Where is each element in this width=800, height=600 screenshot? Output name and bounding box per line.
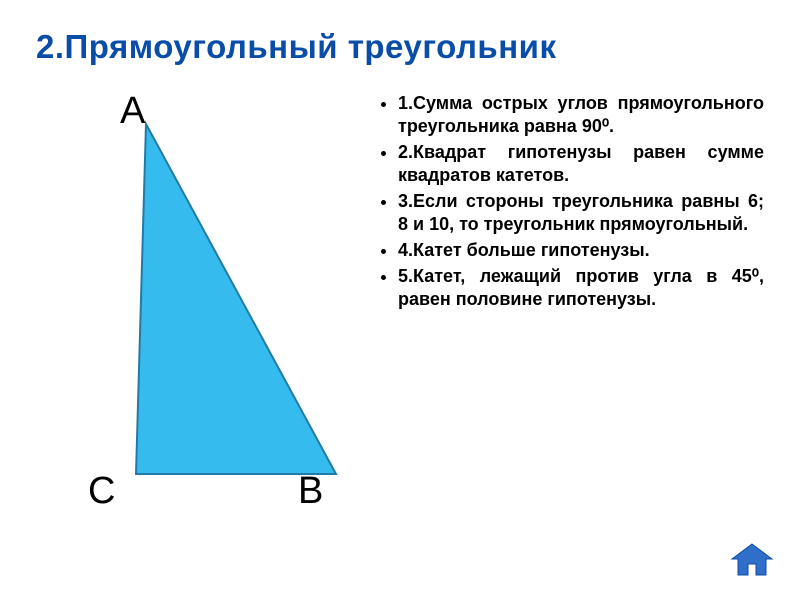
bullet-list: 1.Сумма острых углов прямоугольного треу… xyxy=(366,84,764,534)
bullet-ul: 1.Сумма острых углов прямоугольного треу… xyxy=(378,92,764,311)
home-icon xyxy=(730,542,774,578)
bullet-item: 1.Сумма острых углов прямоугольного треу… xyxy=(398,92,764,138)
triangle-figure: А С В xyxy=(36,84,366,534)
slide: 2.Прямоугольный треугольник А С В 1.Сумм… xyxy=(0,0,800,600)
home-button[interactable] xyxy=(730,542,774,578)
vertex-label-b: В xyxy=(298,470,323,513)
bullet-item: 3.Если стороны треугольника равны 6; 8 и… xyxy=(398,190,764,236)
bullet-item: 2.Квадрат гипотенузы равен сумме квадрат… xyxy=(398,141,764,187)
slide-title: 2.Прямоугольный треугольник xyxy=(36,28,764,66)
triangle-shape xyxy=(136,124,336,474)
bullet-item: 5.Катет, лежащий против угла в 45⁰, раве… xyxy=(398,265,764,311)
vertex-label-c: С xyxy=(88,470,115,513)
home-icon-shape xyxy=(732,544,772,575)
vertex-label-a: А xyxy=(120,90,145,133)
bullet-item: 4.Катет больше гипотенузы. xyxy=(398,239,764,262)
triangle-svg xyxy=(36,84,366,534)
content-row: А С В 1.Сумма острых углов прямоугольног… xyxy=(36,84,764,534)
